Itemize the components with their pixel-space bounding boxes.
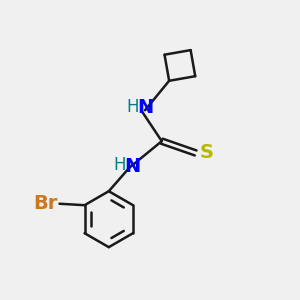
Text: N: N — [137, 98, 153, 117]
Text: N: N — [124, 157, 140, 176]
Text: Br: Br — [33, 194, 57, 213]
Text: S: S — [199, 143, 213, 162]
Text: H: H — [114, 156, 126, 174]
Text: H: H — [126, 98, 139, 116]
